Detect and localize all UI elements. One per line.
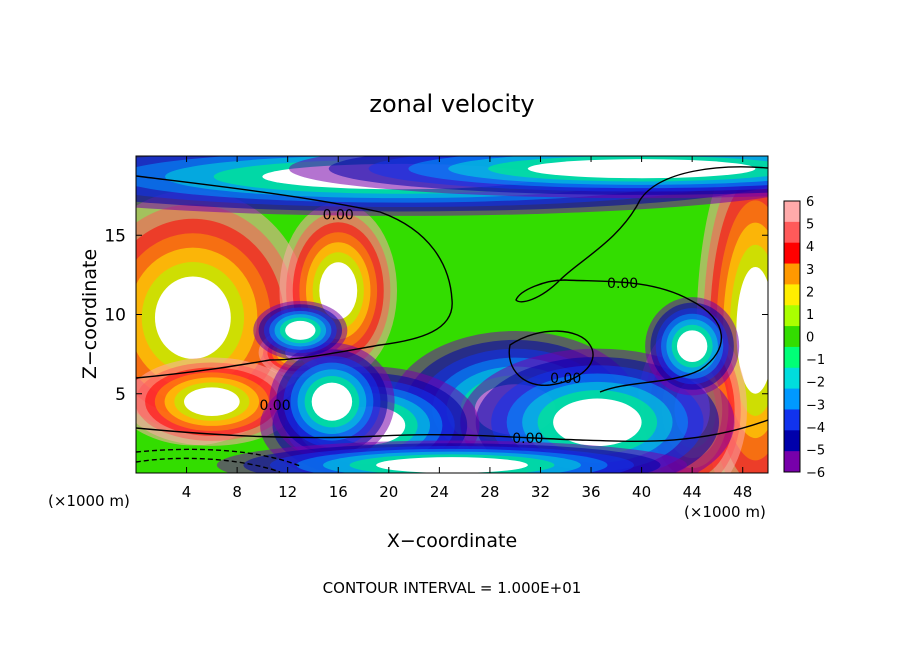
zero-contour-upper	[136, 175, 453, 379]
x-tick-label: 20	[379, 483, 398, 501]
colorbar-label: 5	[806, 218, 814, 233]
saturated-core	[676, 330, 708, 363]
saturated-core	[154, 276, 231, 359]
colorbar-label: −2	[806, 376, 825, 391]
contour-labels: 0.00 0.00 0.00 0.00 0.00	[259, 208, 638, 447]
x-tick-label: 12	[278, 483, 297, 501]
x-unit-label-right: (×1000 m)	[684, 503, 766, 521]
saturated-core	[736, 266, 768, 394]
x-axis-label: X−coordinate	[387, 530, 517, 552]
y-tick-label: 10	[104, 306, 126, 326]
contour-label: 0.00	[550, 371, 581, 387]
zero-contour-lower	[136, 419, 768, 442]
y-axis-label: Z−coordinate	[79, 249, 101, 379]
x-unit-label: (×1000 m)	[48, 492, 130, 510]
contour-label: 0.00	[512, 431, 543, 447]
negative-velocity-cell	[253, 300, 348, 360]
x-tick-label: 28	[480, 483, 499, 501]
x-tick-label: 24	[430, 483, 449, 501]
colorbar-swatch	[784, 367, 800, 390]
negative-velocity-cell	[289, 156, 768, 199]
colorbar-swatch	[784, 409, 800, 431]
colorbar-label: 4	[806, 240, 814, 255]
colorbar: 6 5 4 3 2 1 0 −1 −2 −3 −4 −5 −6	[783, 195, 825, 481]
zero-contour-right	[515, 166, 768, 393]
saturated-core	[319, 262, 358, 320]
saturated-core	[184, 387, 240, 416]
contour-interval-note: CONTOUR INTERVAL = 1.000E+01	[323, 579, 582, 597]
colorbar-swatch	[784, 263, 800, 285]
negative-velocity-cell	[269, 342, 395, 461]
colorbar-label: 0	[806, 331, 814, 346]
x-tick-label: 16	[329, 483, 348, 501]
colorbar-label: −6	[806, 466, 825, 481]
colorbar-label: 2	[806, 285, 814, 300]
x-tick-label: 36	[581, 483, 600, 501]
x-tick-label: 44	[683, 483, 702, 501]
saturated-core	[527, 159, 756, 179]
colorbar-swatch	[784, 388, 800, 410]
colorbar-swatch	[784, 451, 800, 473]
x-axis: 4 8 12 16 20 24 28 32 36 40 44 48	[182, 156, 752, 501]
x-tick-label: 8	[232, 483, 242, 501]
colorbar-swatch	[784, 201, 800, 223]
y-axis: 5 10 15	[104, 226, 768, 405]
colorbar-swatch	[784, 242, 800, 265]
x-tick-label: 40	[632, 483, 651, 501]
colorbar-swatch	[784, 326, 800, 348]
negative-velocity-cell	[645, 297, 740, 396]
contour-label: 0.00	[323, 208, 354, 224]
colorbar-swatch	[784, 221, 800, 244]
zero-contour-middle	[508, 330, 594, 386]
saturated-core	[311, 382, 353, 421]
colorbar-label: −4	[806, 421, 825, 436]
colorbar-label: −3	[806, 398, 825, 413]
colorbar-swatch	[784, 430, 800, 452]
colorbar-swatch	[784, 305, 800, 327]
colorbar-swatch	[784, 284, 800, 306]
x-tick-label: 48	[733, 483, 752, 501]
saturated-core	[376, 457, 528, 473]
positive-velocity-cell	[136, 357, 299, 446]
y-tick-label: 15	[104, 226, 126, 246]
chart-title: zonal velocity	[369, 90, 534, 118]
colorbar-label: −1	[806, 353, 825, 368]
x-tick-label: 32	[531, 483, 550, 501]
contour-label: 0.00	[607, 276, 638, 292]
colorbar-label: 3	[806, 263, 814, 278]
colorbar-label: 1	[806, 308, 814, 323]
colorbar-frame	[783, 200, 801, 473]
saturated-core	[285, 320, 316, 340]
colorbar-label: 6	[806, 195, 814, 210]
zero-contours	[136, 166, 768, 473]
x-tick-label: 4	[182, 483, 192, 501]
colorbar-label: −5	[806, 443, 825, 458]
saturated-core	[553, 398, 642, 447]
surface-contour	[136, 448, 301, 473]
contour-label: 0.00	[259, 398, 290, 414]
colorbar-swatch	[784, 346, 800, 369]
y-tick-label: 5	[115, 385, 126, 405]
